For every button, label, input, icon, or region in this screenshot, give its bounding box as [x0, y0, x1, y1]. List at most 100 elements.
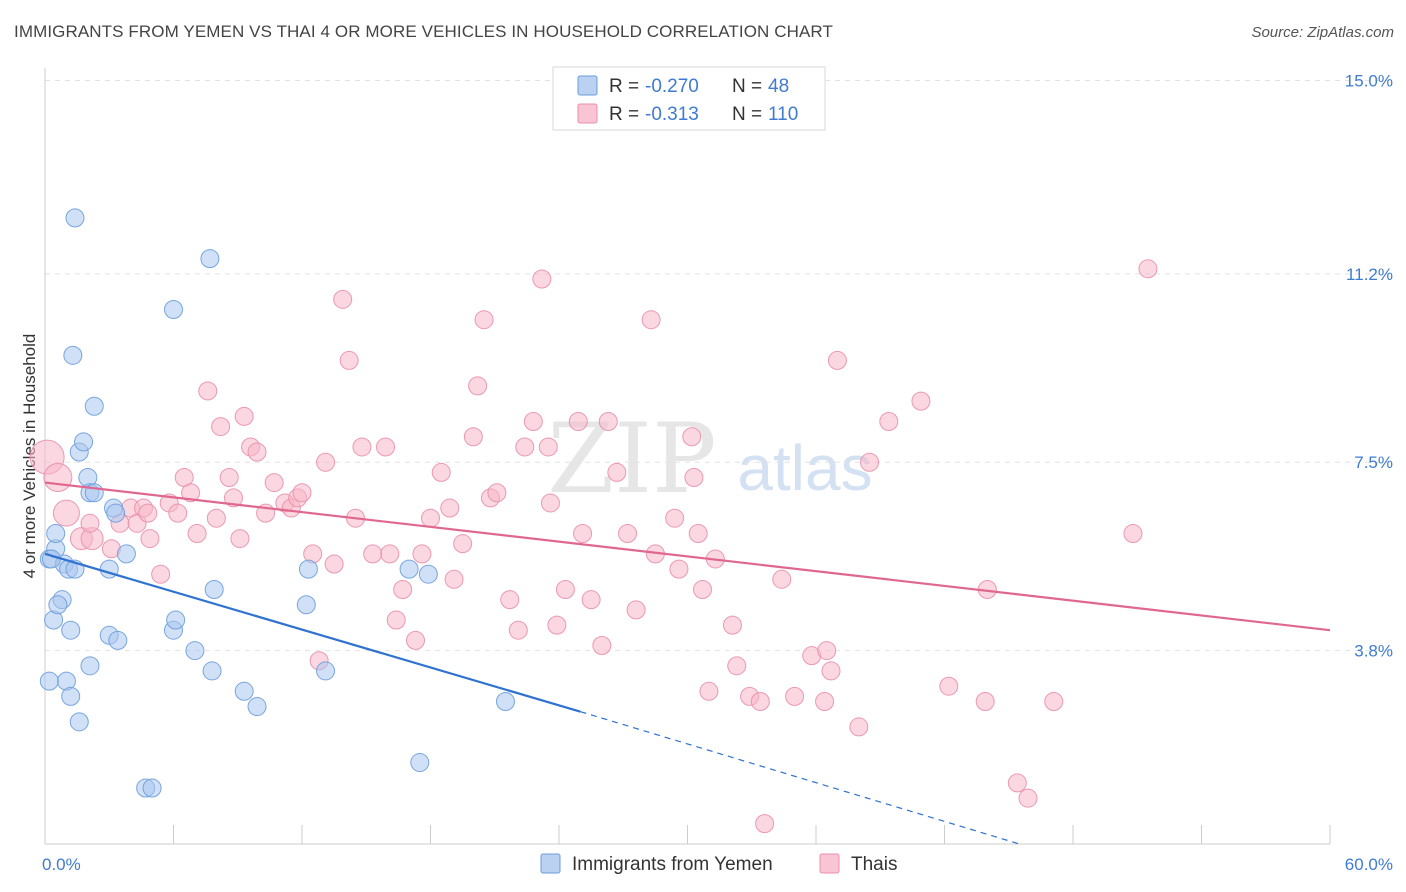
data-point: [755, 814, 775, 834]
data-point: [399, 559, 419, 579]
data-point: [80, 656, 100, 676]
data-point: [568, 412, 588, 432]
data-point: [333, 289, 353, 309]
y-tick-label: 3.8%: [1354, 642, 1393, 661]
data-point: [166, 610, 186, 630]
data-point: [523, 412, 543, 432]
data-point: [444, 569, 464, 589]
data-point: [1123, 523, 1143, 543]
data-point: [827, 350, 847, 370]
data-point: [61, 620, 81, 640]
stats-r-label: R =: [609, 76, 639, 97]
data-point: [106, 503, 126, 523]
data-point: [860, 452, 880, 472]
data-point: [515, 437, 535, 457]
data-point: [453, 534, 473, 554]
data-point: [879, 412, 899, 432]
data-point: [69, 712, 89, 732]
data-point: [573, 523, 593, 543]
stats-legend-swatch: [577, 75, 598, 96]
data-point: [626, 600, 646, 620]
data-point: [138, 503, 158, 523]
data-point: [727, 656, 747, 676]
data-point: [142, 778, 162, 798]
watermark-atlas: atlas: [737, 432, 872, 504]
data-point: [198, 381, 218, 401]
data-point: [247, 697, 267, 717]
data-point: [168, 503, 188, 523]
data-point: [682, 427, 702, 447]
data-point: [421, 508, 440, 528]
x-tick-label: 60.0%: [1345, 855, 1393, 874]
data-point: [939, 676, 959, 696]
data-point: [65, 208, 85, 228]
data-point: [1044, 691, 1064, 711]
stats-n-value: 48: [768, 76, 789, 97]
data-point: [592, 635, 612, 655]
trend-line-thais: [44, 481, 1331, 632]
series-legend-label: Thais: [851, 854, 897, 875]
data-point: [817, 641, 837, 661]
data-point: [785, 686, 805, 706]
data-point: [665, 508, 685, 528]
source-label: Source: ZipAtlas.com: [1251, 24, 1394, 41]
data-point: [684, 467, 704, 487]
y-tick-label: 7.5%: [1354, 453, 1393, 472]
data-point: [296, 595, 316, 615]
series-legend: Immigrants from Yemen Thais: [540, 853, 897, 875]
data-point: [211, 417, 231, 437]
data-point: [598, 412, 618, 432]
data-point: [607, 462, 627, 482]
data-point: [264, 473, 284, 493]
data-point: [116, 544, 136, 564]
series-legend-swatch: [540, 853, 561, 874]
data-point: [772, 569, 792, 589]
data-point: [1018, 788, 1038, 808]
data-point: [74, 432, 94, 452]
data-point: [508, 620, 528, 640]
data-point: [555, 579, 575, 599]
data-point: [641, 310, 661, 330]
data-point: [223, 488, 243, 508]
data-point: [393, 579, 413, 599]
data-point: [316, 452, 336, 472]
chart-title: IMMIGRANTS FROM YEMEN VS THAI 4 OR MORE …: [14, 22, 833, 41]
stats-r-value: -0.313: [645, 104, 699, 125]
data-point: [200, 249, 220, 269]
y-tick-label: 15.0%: [1345, 71, 1393, 90]
data-point: [187, 523, 207, 543]
data-point: [849, 717, 869, 737]
data-point: [669, 559, 689, 579]
data-point: [164, 300, 183, 320]
data-point: [41, 549, 61, 569]
data-point: [84, 396, 104, 416]
data-point: [352, 437, 372, 457]
series-legend-label: Immigrants from Yemen: [572, 854, 773, 875]
data-point: [339, 350, 359, 370]
data-point: [821, 661, 841, 681]
data-point: [975, 691, 995, 711]
stats-legend-box: [552, 66, 826, 131]
data-point: [722, 615, 742, 635]
data-point: [468, 376, 488, 396]
data-point: [410, 753, 430, 773]
data-point: [234, 681, 254, 701]
data-point: [581, 590, 601, 610]
data-point: [376, 437, 396, 457]
stats-r-label: R =: [609, 104, 639, 125]
data-point: [108, 630, 128, 650]
series-legend-swatch: [819, 853, 840, 874]
data-point: [386, 610, 406, 630]
data-point: [474, 310, 494, 330]
stats-n-label: N =: [732, 104, 762, 125]
data-point: [316, 661, 336, 681]
data-point: [431, 462, 451, 482]
watermark: ZIP atlas: [547, 403, 872, 515]
data-point: [206, 508, 226, 528]
data-point: [463, 427, 483, 447]
data-point: [538, 437, 558, 457]
data-point: [230, 529, 250, 549]
data-point: [750, 691, 770, 711]
data-point: [487, 483, 507, 503]
